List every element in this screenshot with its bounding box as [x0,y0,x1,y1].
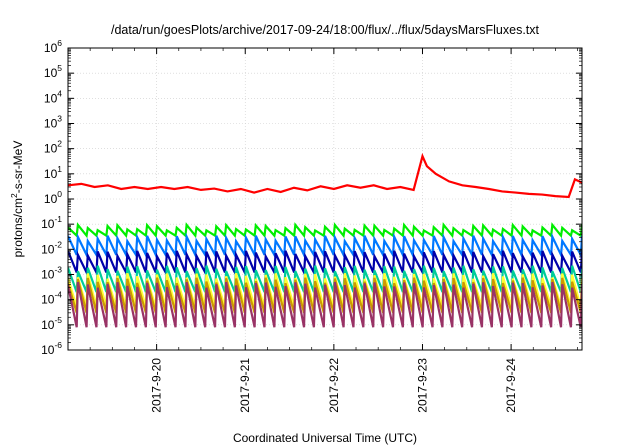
series-line-red [68,152,582,199]
y-tick-label: 103 [44,114,62,131]
grid-lines [68,48,582,350]
y-tick-label: 100 [44,189,62,206]
y-tick-label: 104 [44,88,62,105]
y-tick-label: 10-2 [41,239,62,256]
y-axis-ticks: 106 105 104 103 102 101 100 10-1 10-2 10-3 10-4 10-… [41,38,582,357]
x-axis-label: Coordinated Universal Time (UTC) [233,431,417,445]
y-tick-label: 10-4 [41,290,62,307]
x-tick-label: 2017-9-20 [150,358,164,413]
x-tick-label: 2017-9-23 [415,358,429,413]
y-tick-label: 105 [44,63,62,80]
y-tick-label: 10-1 [41,214,62,231]
series-line [68,281,582,328]
y-tick-label: 10-6 [41,340,62,357]
y-tick-label: 101 [44,164,62,181]
y-tick-label: 10-5 [41,315,62,332]
y-tick-label: 10-3 [41,265,62,282]
x-tick-label: 2017-9-21 [238,358,252,413]
series-line [68,222,582,239]
series-group [68,152,582,328]
series-line [68,232,582,260]
x-tick-label: 2017-9-22 [327,358,341,413]
series-line [68,249,582,277]
y-tick-label: 102 [44,139,62,156]
y-axis-label: protons/cm2-s-sr-MeV [9,141,25,258]
plot-area [67,47,583,351]
x-tick-label: 2017-9-24 [504,358,518,413]
x-axis-ticks: 2017-9-20 2017-9-21 2017-9-22 2017-9-23 2017… [89,48,578,413]
y-tick-label: 106 [44,38,62,55]
chart-title: /data/run/goesPlots/archive/2017-09-24/1… [111,23,540,37]
